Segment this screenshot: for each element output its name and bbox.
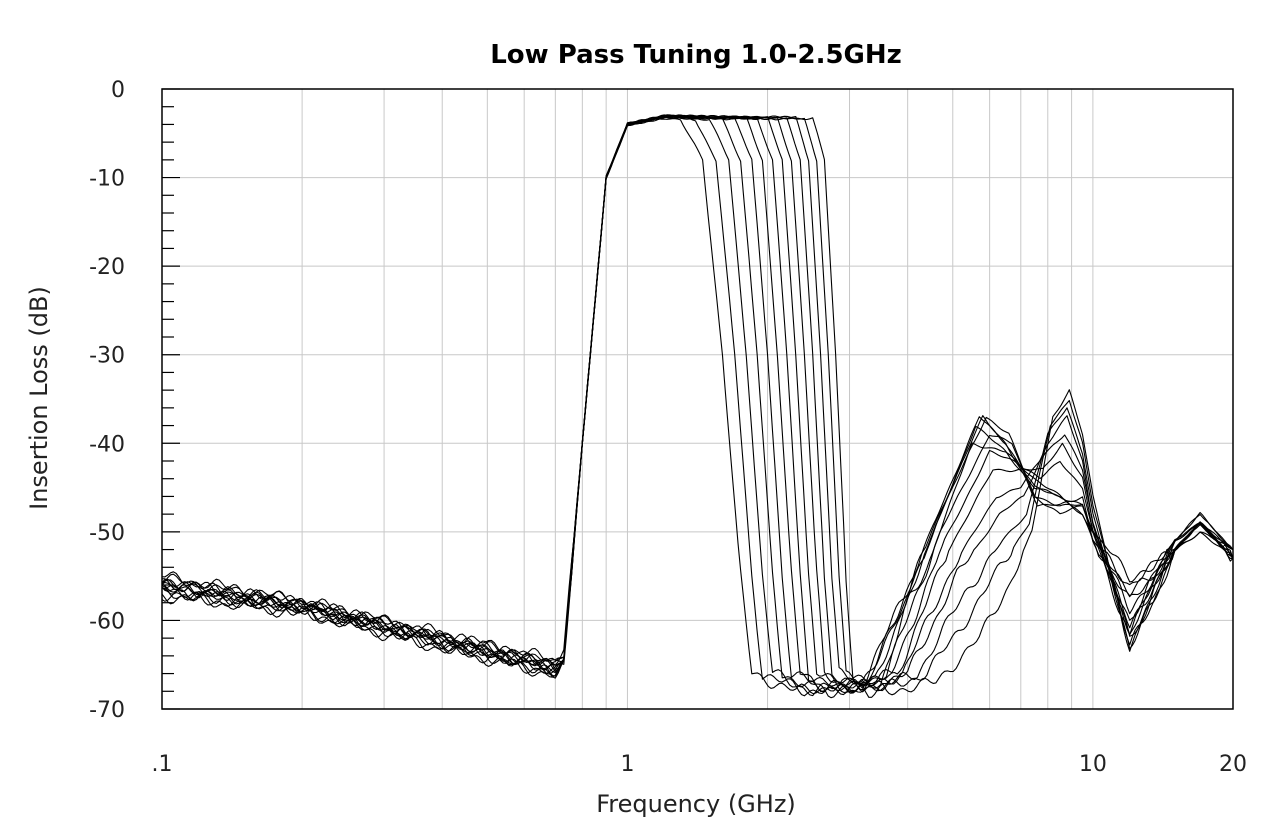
chart-title: Low Pass Tuning 1.0-2.5GHz [490,40,902,70]
series-line-tune-10 [161,114,1234,693]
x-tick-label: 1 [620,752,634,777]
y-tick-label: 0 [111,78,125,103]
x-tick-label: 10 [1079,752,1107,777]
y-tick-label: -60 [89,609,125,634]
y-tick-label: -70 [89,698,125,723]
series-line-tune-13 [161,114,1233,696]
series-line-tune-1 [161,117,1234,695]
x-axis-label: Frequency (GHz) [596,790,796,818]
y-tick-label: -30 [89,344,125,369]
y-tick-label: -10 [89,167,125,192]
series-line-tune-9 [161,114,1234,694]
series-line-tune-11 [161,114,1234,698]
series-line-tune-3 [162,115,1234,697]
x-tick-label: 20 [1219,752,1247,777]
tick-labels: 0 -10 -20 -30 -40 -50 -60 -70 .1 1 10 20 [89,78,1247,777]
y-tick-label: -20 [89,255,125,280]
x-tick-label: .1 [152,752,173,777]
series-traces [161,114,1234,699]
plot-frame [161,88,1234,710]
series-line-tune-12 [161,114,1234,692]
y-tick-label: -50 [89,521,125,546]
axis-ticks [162,88,180,710]
y-tick-label: -40 [89,432,125,457]
y-axis-label: Insertion Loss (dB) [25,286,53,510]
series-line-tune-4 [161,114,1234,696]
